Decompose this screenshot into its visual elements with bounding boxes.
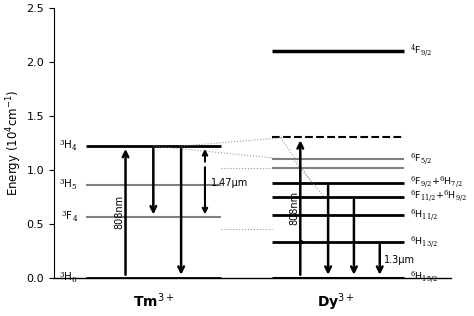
Text: $^3$F$_4$: $^3$F$_4$ [61, 210, 78, 224]
Text: $^3$H$_5$: $^3$H$_5$ [59, 178, 78, 192]
Text: $^6$H$_{13/2}$: $^6$H$_{13/2}$ [410, 234, 438, 250]
Text: $^3$H$_4$: $^3$H$_4$ [59, 139, 78, 153]
Text: $^6$H$_{11/2}$: $^6$H$_{11/2}$ [410, 207, 438, 223]
Text: $^4$F$_{9/2}$: $^4$F$_{9/2}$ [410, 43, 432, 60]
Text: 808nm: 808nm [289, 191, 300, 225]
Text: $^6$H$_{15/2}$: $^6$H$_{15/2}$ [410, 270, 438, 285]
Text: 808nm: 808nm [115, 195, 125, 229]
Text: $^6$F$_{5/2}$: $^6$F$_{5/2}$ [410, 151, 432, 167]
Text: $^6$F$_{11/2}$$+$$^6$H$_{9/2}$: $^6$F$_{11/2}$$+$$^6$H$_{9/2}$ [410, 189, 467, 204]
Text: 1.47μm: 1.47μm [211, 178, 248, 188]
Text: Dy$^{3+}$: Dy$^{3+}$ [317, 292, 355, 313]
Text: $^3$H$_6$: $^3$H$_6$ [59, 270, 78, 285]
Text: $^6$F$_{9/2}$$+$$^6$H$_{7/2}$: $^6$F$_{9/2}$$+$$^6$H$_{7/2}$ [410, 175, 463, 191]
Y-axis label: Energy (10$^4$cm$^{-1}$): Energy (10$^4$cm$^{-1}$) [4, 90, 24, 196]
Text: Tm$^{3+}$: Tm$^{3+}$ [133, 292, 174, 310]
Text: 1.3μm: 1.3μm [384, 255, 415, 265]
